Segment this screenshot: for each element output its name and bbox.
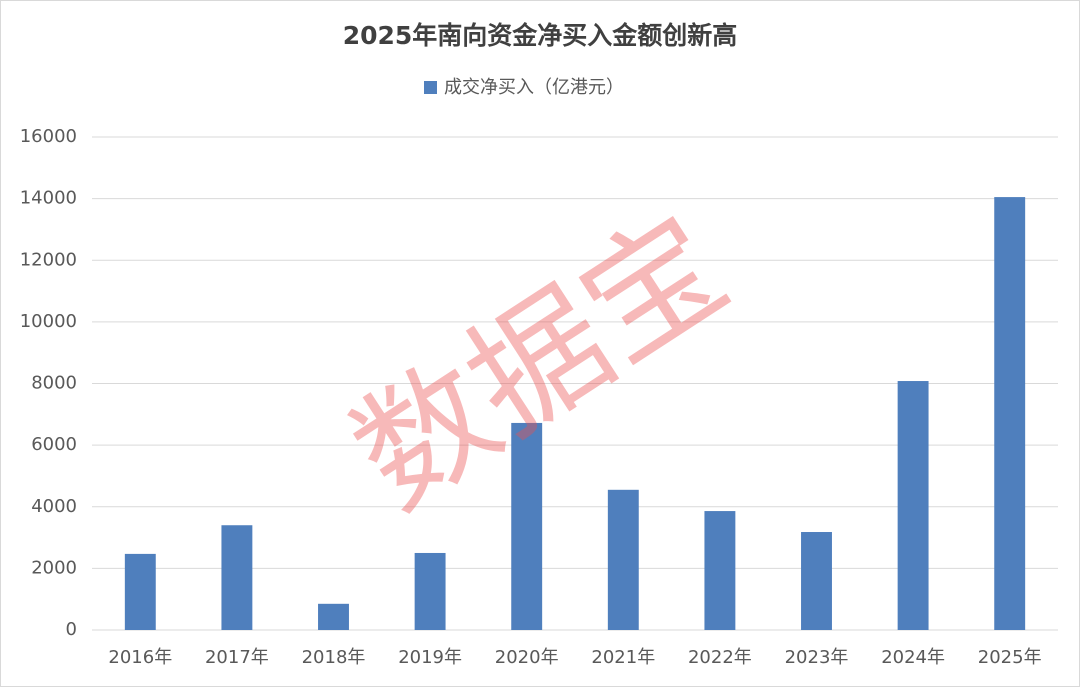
bar: [897, 381, 929, 630]
x-tick-label: 2024年: [881, 647, 945, 668]
bar: [124, 553, 156, 630]
y-tick-label: 12000: [20, 249, 77, 270]
y-tick-label: 16000: [20, 126, 77, 147]
y-tick-label: 0: [66, 619, 77, 640]
legend-swatch: [424, 81, 437, 94]
y-tick-label: 4000: [31, 496, 77, 517]
bar: [704, 511, 736, 630]
x-tick-label: 2023年: [785, 647, 849, 668]
chart-title: 2025年南向资金净买入金额创新高: [343, 21, 738, 50]
x-tick-label: 2018年: [302, 647, 366, 668]
y-tick-label: 10000: [20, 311, 77, 332]
legend-label: 成交净买入（亿港元）: [444, 77, 624, 98]
y-tick-label: 8000: [31, 373, 77, 394]
bar: [994, 197, 1026, 630]
x-tick-label: 2016年: [108, 647, 172, 668]
y-tick-label: 2000: [31, 557, 77, 578]
bar: [318, 603, 349, 630]
bar: [511, 422, 543, 630]
bar: [607, 489, 639, 630]
x-tick-label: 2025年: [978, 647, 1042, 668]
bar: [801, 532, 832, 630]
x-tick-label: 2019年: [398, 647, 462, 668]
x-tick-label: 2017年: [205, 647, 269, 668]
y-tick-label: 6000: [31, 434, 77, 455]
x-tick-label: 2020年: [495, 647, 559, 668]
y-tick-label: 14000: [20, 188, 77, 209]
bar: [221, 525, 253, 630]
bar: [414, 552, 446, 630]
x-tick-label: 2022年: [688, 647, 752, 668]
x-tick-label: 2021年: [591, 647, 655, 668]
